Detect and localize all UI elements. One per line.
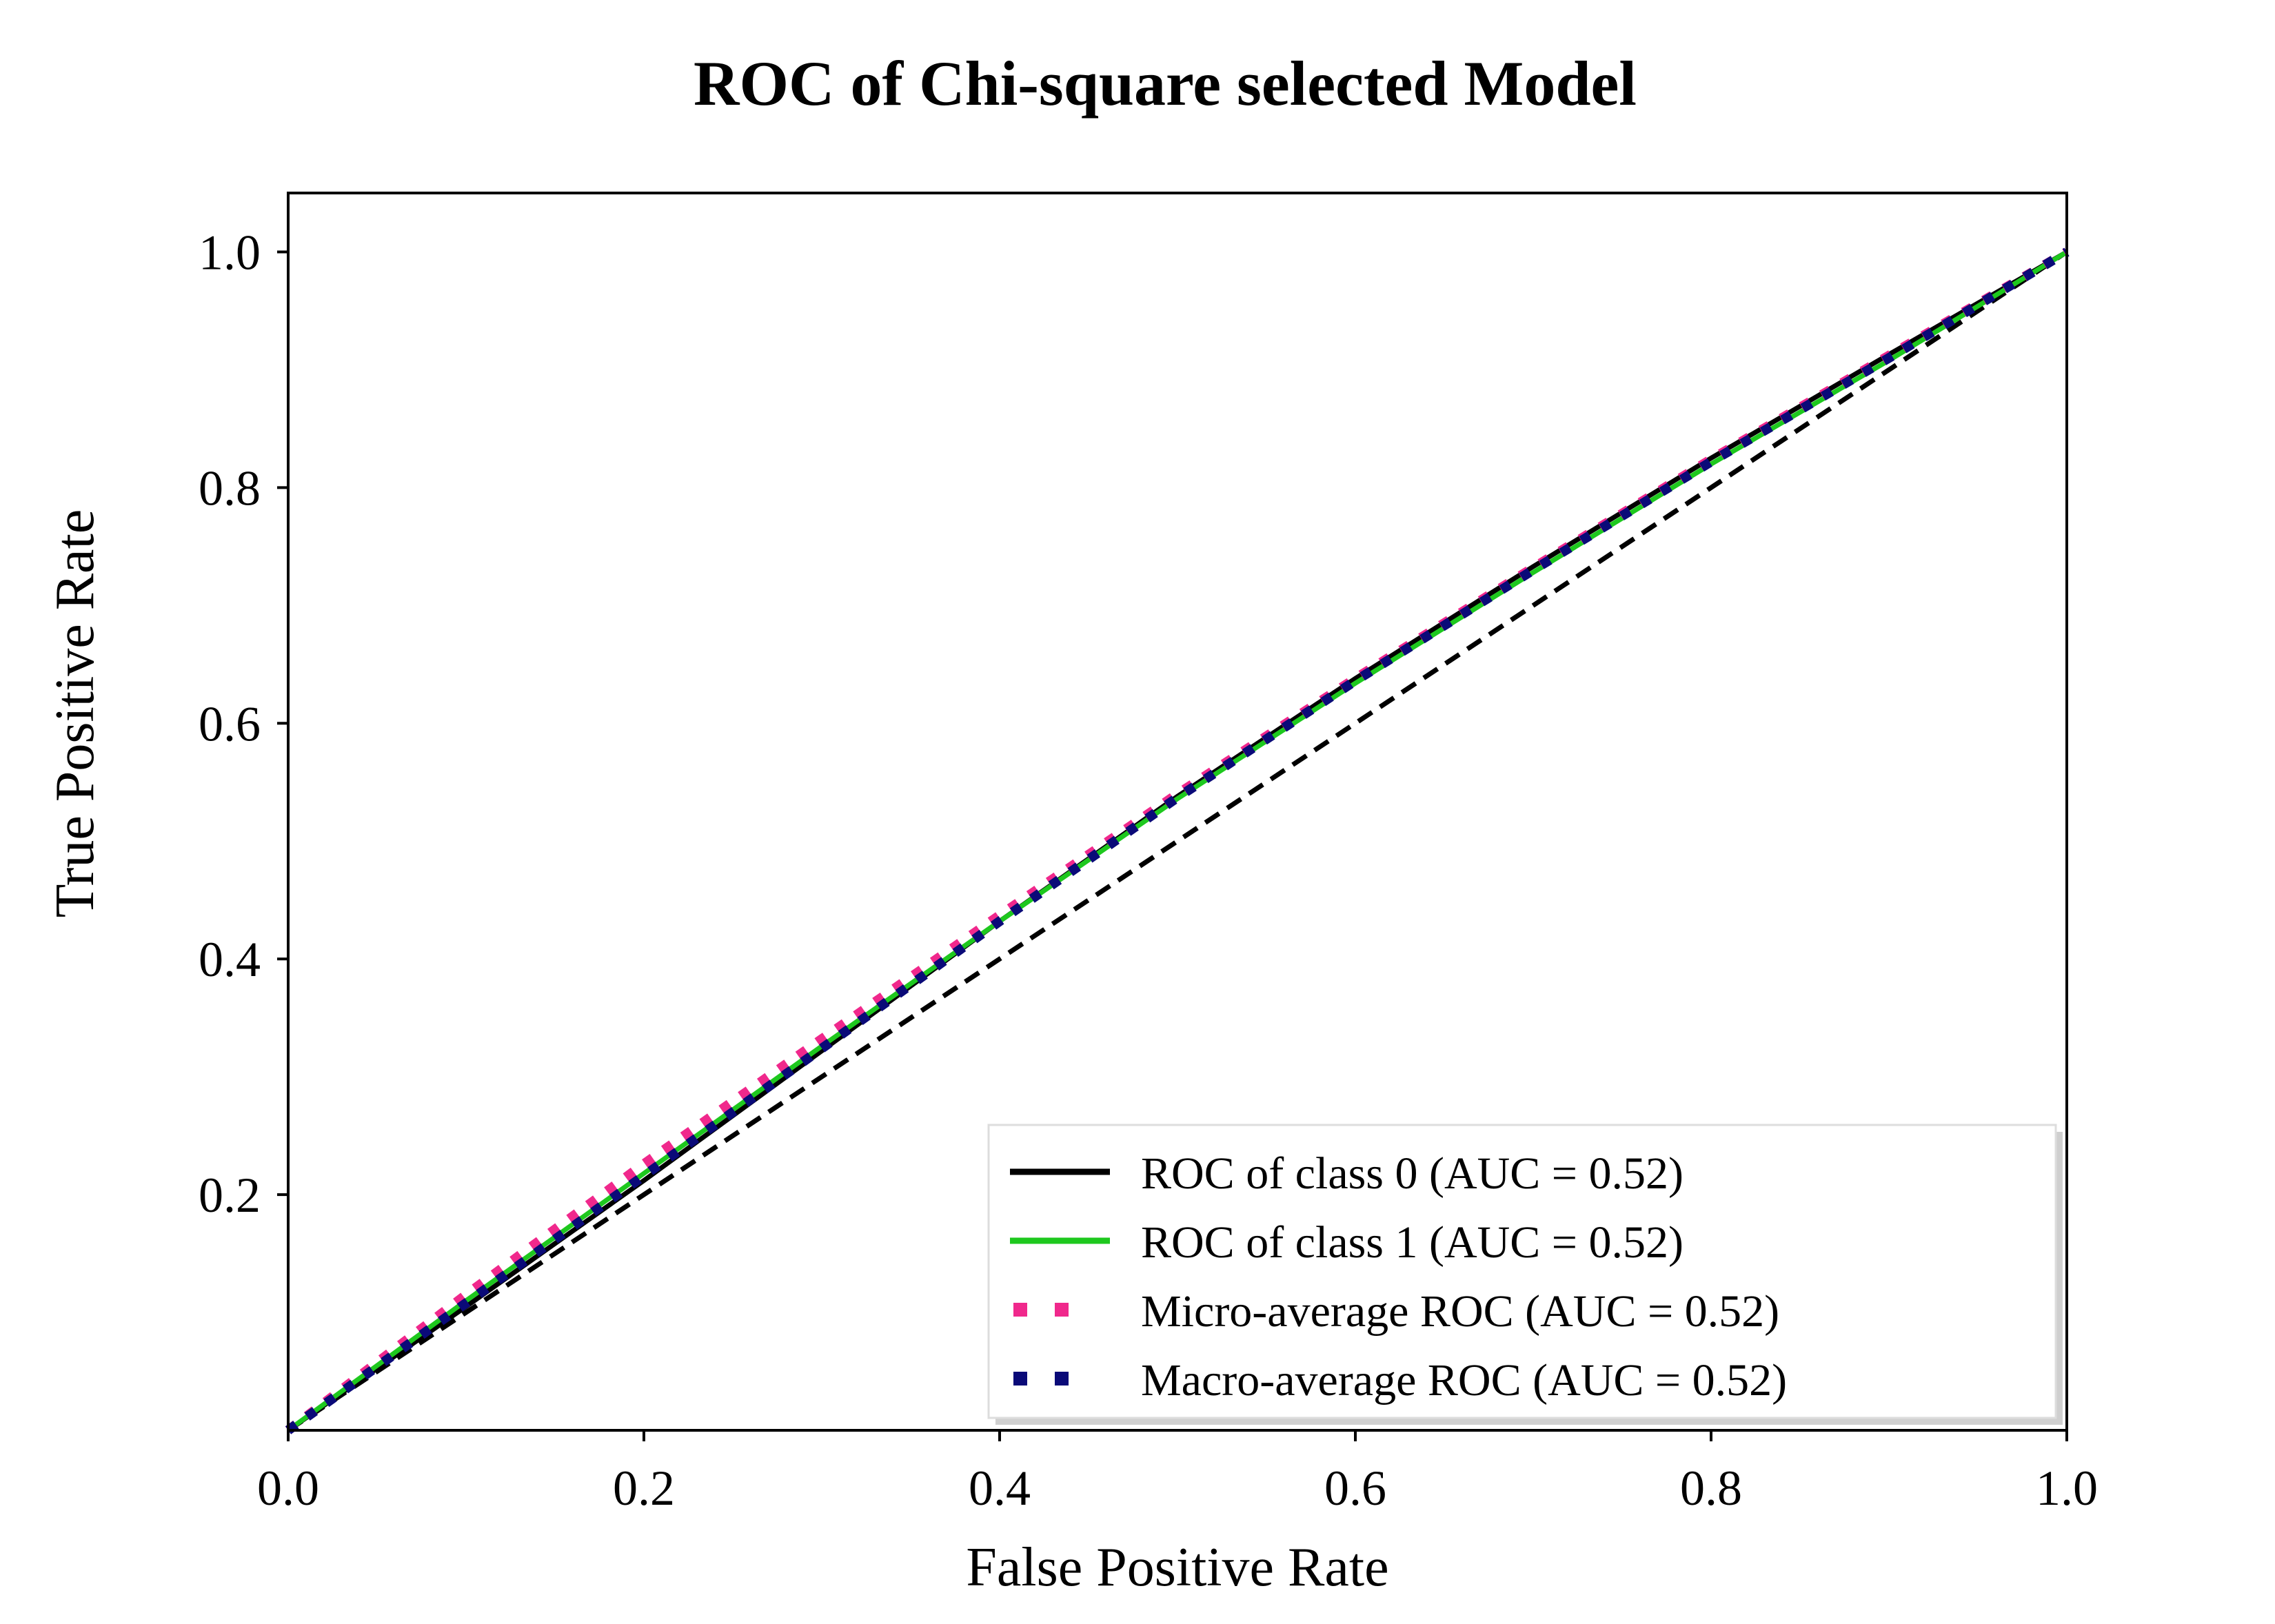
x-tick-label: 0.0 <box>257 1461 319 1516</box>
y-tick-label: 0.6 <box>199 696 261 751</box>
reference-line-layer <box>287 250 2068 1432</box>
legend: ROC of class 0 (AUC = 0.52) ROC of class … <box>987 1124 2063 1425</box>
legend-label-2: Micro-average ROC (AUC = 0.52) <box>1141 1286 1779 1337</box>
series-line-3 <box>285 247 2070 1434</box>
x-tick-label: 0.6 <box>1324 1461 1386 1516</box>
y-tick-label: 0.8 <box>199 460 261 516</box>
legend-label-3: Macro-average ROC (AUC = 0.52) <box>1141 1355 1787 1405</box>
x-axis-ticks: 0.0 0.2 0.4 0.6 0.8 1.0 <box>257 1430 2098 1516</box>
series-layer <box>285 247 2070 1434</box>
chart-title: ROC of Chi-square selected Model <box>694 48 1637 119</box>
legend-label-0: ROC of class 0 (AUC = 0.52) <box>1141 1148 1684 1199</box>
x-tick-label: 0.2 <box>613 1461 675 1516</box>
x-tick-label: 1.0 <box>2036 1461 2098 1516</box>
x-tick-label: 0.4 <box>969 1461 1031 1516</box>
y-tick-label: 0.4 <box>199 932 261 987</box>
y-axis-ticks: 0.2 0.4 0.6 0.8 1.0 <box>199 225 288 1223</box>
x-axis-label: False Positive Rate <box>966 1537 1388 1598</box>
y-tick-label: 1.0 <box>199 225 261 280</box>
y-tick-label: 0.2 <box>199 1168 261 1223</box>
reference-diagonal-line <box>287 250 2068 1432</box>
y-axis-label: True Positive Rate <box>45 509 105 918</box>
legend-label-1: ROC of class 1 (AUC = 0.52) <box>1141 1217 1684 1268</box>
legend-box <box>987 1124 2057 1419</box>
legend-items: ROC of class 0 (AUC = 0.52) ROC of class … <box>1010 1148 1787 1405</box>
x-tick-label: 0.8 <box>1680 1461 1742 1516</box>
plot-frame <box>287 192 2068 1432</box>
